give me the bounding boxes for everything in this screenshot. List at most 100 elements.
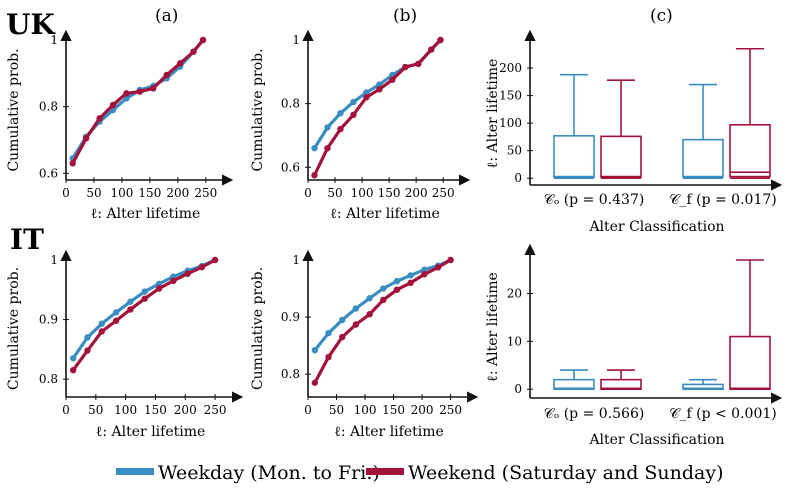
y-tick-label: 0.6 (39, 166, 58, 180)
data-point-weekend (352, 321, 360, 328)
data-point-weekday (127, 298, 134, 305)
x-tick-label: 100 (110, 186, 133, 200)
data-point-weekday (311, 144, 318, 152)
data-point-weekday (376, 81, 383, 88)
panel-uk-a: 0 50 100 150 200 250 0.6 0.8 1 ℓ: Alter lifetime C… (6, 29, 234, 222)
y-tick-label: 1 (292, 33, 300, 47)
data-point-weekday (337, 109, 344, 117)
data-point-weekend (380, 296, 387, 304)
x-tick-label: 150 (382, 403, 405, 417)
x-tick-label: 150 (138, 186, 161, 200)
box-weekend (729, 335, 771, 391)
y-axis-title: Cumulative prob. (6, 267, 22, 390)
data-point-weekday (380, 285, 387, 292)
x-axis-title: ℓ: Alter lifetime (91, 206, 201, 222)
y-tick-label: 0.8 (281, 367, 300, 381)
category-label: 𝒞_f (p < 0.001) (669, 406, 776, 422)
data-point-weekday (366, 295, 373, 302)
data-point-weekend (69, 160, 76, 167)
panel-uk-c: 0 50 100 150 200 Alter Classification ℓ: Alter… (485, 29, 783, 235)
y-tick-label: 0.8 (39, 100, 58, 114)
x-tick-label: 150 (144, 403, 167, 417)
x-tick-label: 100 (114, 403, 137, 417)
data-point-weekday (339, 316, 346, 324)
box-weekend (729, 123, 771, 178)
y-tick-label: 0.9 (281, 310, 300, 324)
panel-uk-b: 0 50 100 150 200 250 0.6 0.8 1 ℓ: Alter lifetime C… (250, 29, 471, 222)
data-point-weekday (311, 346, 319, 354)
data-point-weekend (337, 125, 344, 133)
x-tick-label: 200 (411, 403, 434, 417)
panel-label-b: (b) (393, 6, 417, 26)
box-weekday (682, 138, 724, 178)
data-point-weekend (127, 306, 134, 313)
x-tick-label: 250 (204, 403, 227, 417)
row-label-it: IT (10, 223, 44, 256)
x-tick-label: 150 (378, 186, 401, 200)
data-point-weekend (211, 256, 219, 264)
data-point-weekend (184, 270, 191, 277)
data-point-weekend (407, 279, 414, 287)
y-tick-label: 0.8 (39, 372, 58, 386)
y-tick-label: 100 (499, 116, 522, 130)
data-point-weekday (84, 334, 91, 341)
x-axis-title: Alter Classification (588, 432, 724, 448)
series-line-weekend (313, 258, 452, 384)
y-tick-label: 200 (499, 61, 522, 75)
data-point-weekend (84, 347, 91, 354)
data-point-weekend (311, 172, 318, 179)
x-tick-label: 100 (351, 186, 374, 200)
y-tick-label: 0.9 (39, 313, 58, 327)
data-point-weekday (324, 124, 331, 131)
data-point-weekday (352, 305, 360, 312)
x-axis-title: ℓ: Alter lifetime (330, 206, 440, 222)
data-point-weekday (141, 288, 148, 295)
x-tick-label: 0 (304, 186, 312, 200)
data-point-weekend (376, 86, 383, 93)
data-point-weekend (136, 88, 144, 95)
y-tick-label: 50 (507, 144, 522, 158)
panel-label-a: (a) (155, 6, 178, 26)
y-tick-label: 1 (292, 253, 300, 267)
category-label: 𝒞ₒ (p = 0.437) (544, 192, 645, 208)
data-point-weekday (363, 89, 370, 96)
data-point-weekend (447, 256, 454, 264)
data-point-weekend (198, 263, 206, 271)
x-tick-label: 50 (88, 403, 103, 417)
legend: Weekday (Mon. to Fri.) Weekend (Saturday… (116, 462, 724, 484)
data-point-weekend (339, 333, 346, 341)
y-tick-label: 20 (507, 287, 522, 301)
x-axis-title: ℓ: Alter lifetime (334, 424, 444, 440)
data-point-weekday (155, 280, 163, 288)
data-point-weekend (428, 46, 435, 53)
data-point-weekend (96, 115, 103, 122)
data-point-weekend (150, 85, 157, 92)
x-tick-label: 0 (62, 403, 70, 417)
panel-label-c: (c) (650, 6, 673, 26)
data-point-weekend (366, 311, 373, 318)
box-weekday (553, 135, 595, 178)
category-label: 𝒞_f (p = 0.017) (669, 192, 776, 208)
data-point-weekday (69, 355, 77, 362)
data-point-weekend (123, 90, 130, 97)
y-tick-label: 1 (50, 33, 58, 47)
data-point-weekend (190, 48, 197, 55)
series-line-weekday (313, 258, 452, 352)
data-point-weekend (402, 63, 409, 71)
x-axis-title: Alter Classification (588, 219, 724, 235)
data-point-weekday (421, 266, 428, 273)
y-tick-label: 0.8 (281, 97, 300, 111)
series-line-weekend (71, 258, 216, 372)
y-tick-label: 0 (514, 171, 522, 185)
series-line-weekend (313, 38, 442, 176)
data-point-weekday (325, 329, 332, 337)
y-axis-title: Cumulative prob. (250, 48, 266, 171)
data-point-weekend (163, 71, 170, 79)
data-point-weekend (82, 135, 90, 142)
legend-swatch-weekday (116, 468, 154, 475)
data-point-weekend (437, 36, 444, 44)
panel-it-b: 0 50 100 150 200 250 0.8 0.9 1 ℓ: Alter lifetime C… (250, 249, 479, 440)
x-tick-label: 200 (405, 186, 428, 200)
